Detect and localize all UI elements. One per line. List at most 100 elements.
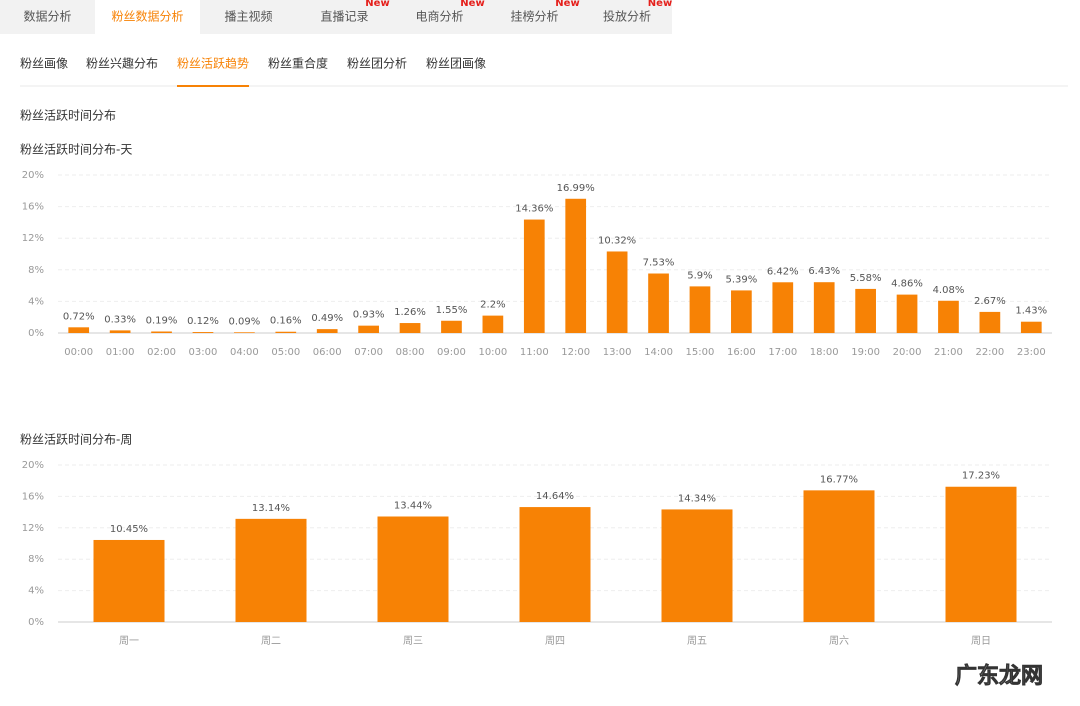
x-tick-label: 11:00 xyxy=(520,347,549,358)
data-label: 0.19% xyxy=(146,315,178,326)
y-tick-label: 12% xyxy=(22,233,44,244)
y-tick-label: 4% xyxy=(28,586,44,597)
bar xyxy=(192,332,214,333)
sub-tab[interactable]: 粉丝团分析 xyxy=(347,57,407,71)
data-label: 1.26% xyxy=(394,307,426,318)
x-tick-label: 08:00 xyxy=(396,347,425,358)
bar xyxy=(803,490,875,622)
bar xyxy=(855,288,876,333)
bar xyxy=(482,315,504,333)
x-tick-label: 17:00 xyxy=(768,347,797,358)
y-tick-label: 20% xyxy=(22,460,44,471)
bar xyxy=(235,518,307,622)
bar xyxy=(68,327,90,333)
bar xyxy=(399,323,421,333)
x-tick-label: 20:00 xyxy=(893,347,922,358)
bar xyxy=(896,294,918,333)
y-tick-label: 8% xyxy=(28,265,44,276)
data-label: 5.39% xyxy=(725,274,757,285)
bar xyxy=(689,286,711,333)
tab[interactable]: 挂榜分析 xyxy=(510,9,558,24)
data-label: 5.9% xyxy=(687,270,712,281)
bar xyxy=(1020,321,1042,333)
bar xyxy=(441,320,462,333)
y-tick-label: 0% xyxy=(28,328,44,339)
x-tick-label: 19:00 xyxy=(851,347,880,358)
x-tick-label: 03:00 xyxy=(189,347,218,358)
x-tick-label: 00:00 xyxy=(64,347,93,358)
tab[interactable]: 直播记录 xyxy=(320,10,368,24)
data-label: 14.36% xyxy=(515,204,553,215)
section-title: 粉丝活跃时间分布 xyxy=(20,109,116,123)
sub-tab[interactable]: 粉丝团画像 xyxy=(426,57,486,71)
x-tick-label: 04:00 xyxy=(230,347,259,358)
data-label: 0.93% xyxy=(353,310,385,321)
sub-tab[interactable]: 粉丝活跃趋势 xyxy=(177,57,249,71)
sub-tab[interactable]: 粉丝重合度 xyxy=(268,56,328,71)
bar xyxy=(151,331,172,333)
y-tick-label: 20% xyxy=(22,170,44,181)
x-tick-label: 周日 xyxy=(971,635,991,647)
x-tick-label: 13:00 xyxy=(603,347,632,358)
tab[interactable]: 播主视频 xyxy=(224,9,272,24)
x-tick-label: 07:00 xyxy=(354,347,383,358)
x-tick-label: 01:00 xyxy=(106,347,135,358)
bar xyxy=(316,329,338,333)
new-badge: New xyxy=(460,0,484,9)
x-tick-label: 周四 xyxy=(545,635,565,647)
x-tick-label: 23:00 xyxy=(1017,347,1046,358)
x-tick-label: 15:00 xyxy=(686,347,715,358)
tab[interactable]: 粉丝数据分析 xyxy=(111,9,183,24)
bar xyxy=(938,300,959,333)
x-tick-label: 14:00 xyxy=(644,347,673,358)
x-tick-label: 22:00 xyxy=(975,347,1004,358)
data-label: 1.43% xyxy=(1015,306,1047,317)
x-tick-label: 12:00 xyxy=(561,347,590,358)
tab[interactable]: 投放分析 xyxy=(603,9,651,24)
y-tick-label: 4% xyxy=(28,296,44,307)
y-tick-label: 16% xyxy=(22,491,44,502)
tab[interactable]: 数据分析 xyxy=(23,9,71,24)
bar xyxy=(606,251,628,333)
data-label: 14.64% xyxy=(536,491,574,502)
y-tick-label: 8% xyxy=(28,554,44,565)
tab-active-bg xyxy=(95,0,200,34)
data-label: 16.77% xyxy=(820,474,858,485)
data-label: 10.45% xyxy=(110,524,148,535)
data-label: 7.53% xyxy=(643,258,675,269)
sub-tab-underline xyxy=(177,85,250,87)
data-label: 0.12% xyxy=(187,316,219,327)
sub-tab[interactable]: 粉丝兴趣分布 xyxy=(86,56,158,71)
x-tick-label: 周五 xyxy=(687,635,707,647)
data-label: 10.32% xyxy=(598,235,636,246)
bar xyxy=(648,273,669,333)
bar xyxy=(93,539,165,622)
sub-tab[interactable]: 粉丝画像 xyxy=(20,57,68,71)
bar xyxy=(813,282,835,333)
data-label: 5.58% xyxy=(850,273,882,284)
data-label: 2.67% xyxy=(974,296,1006,307)
x-tick-label: 06:00 xyxy=(313,347,342,358)
data-label: 0.16% xyxy=(270,316,302,327)
data-label: 6.43% xyxy=(808,266,840,277)
chart-title: 粉丝活跃时间分布-周 xyxy=(20,433,132,447)
x-tick-label: 09:00 xyxy=(437,347,466,358)
bar xyxy=(979,311,1001,333)
bar xyxy=(945,486,1017,622)
data-label: 14.34% xyxy=(678,493,716,504)
y-tick-label: 16% xyxy=(22,202,44,213)
data-label: 1.55% xyxy=(436,305,468,316)
data-label: 0.33% xyxy=(104,314,136,325)
bar xyxy=(772,282,794,333)
x-tick-label: 周三 xyxy=(403,635,423,647)
watermark: 广东龙网 xyxy=(955,663,1043,689)
tab[interactable]: 电商分析 xyxy=(415,9,463,24)
x-tick-label: 02:00 xyxy=(147,347,176,358)
x-tick-label: 10:00 xyxy=(478,347,507,358)
chart-title: 粉丝活跃时间分布-天 xyxy=(20,143,132,157)
x-tick-label: 18:00 xyxy=(810,347,839,358)
data-label: 4.08% xyxy=(933,285,965,296)
bar xyxy=(109,330,131,333)
